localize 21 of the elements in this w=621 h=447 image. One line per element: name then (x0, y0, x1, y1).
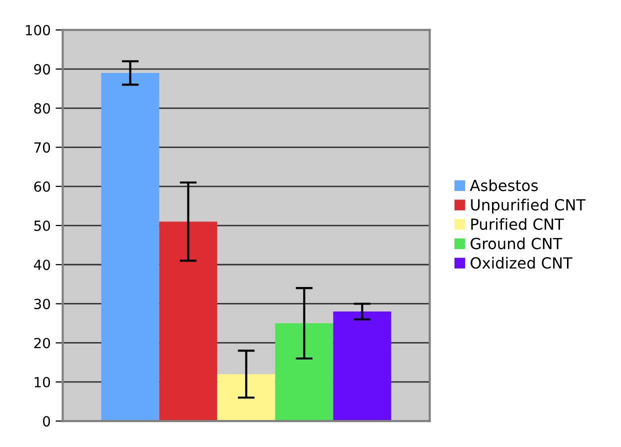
bar (101, 72, 160, 422)
y-tick-label: 20 (34, 338, 50, 348)
bar (275, 323, 334, 422)
legend-label: Asbestos (470, 179, 538, 192)
y-tick-label: 50 (34, 220, 50, 231)
bar (217, 374, 276, 422)
legend-label: Oxidized CNT (470, 256, 572, 269)
y-tick-label: 60 (34, 181, 50, 192)
y-tick-label: 80 (34, 103, 50, 114)
y-tick-label: 100 (26, 24, 50, 36)
bar (333, 312, 392, 422)
y-tick-label: 40 (34, 260, 50, 270)
bar (159, 222, 218, 422)
legend-label: Purified CNT (471, 218, 564, 230)
y-tick-label: 90 (34, 64, 50, 75)
y-tick-label: 30 (34, 298, 50, 310)
legend-label: Ground CNT (470, 237, 562, 250)
y-tick-label: 0 (42, 416, 50, 427)
legend-label: Unpurified CNT (471, 198, 586, 214)
y-tick-label: 10 (34, 376, 50, 388)
y-tick-label: 70 (34, 142, 50, 153)
